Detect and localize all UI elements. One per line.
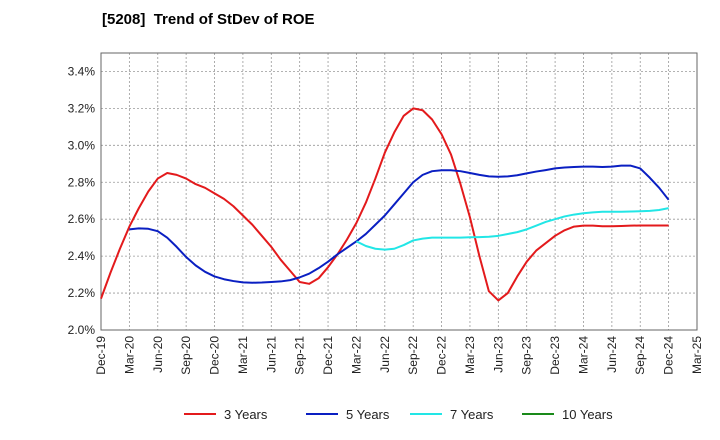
x-tick-label: Jun-22 (378, 336, 392, 373)
y-tick-label: 3.2% (68, 101, 96, 115)
x-tick-label: Mar-21 (236, 336, 250, 374)
x-tick-label: Dec-23 (548, 336, 562, 375)
x-tick-label: Dec-21 (321, 336, 335, 375)
x-tick-label: Dec-24 (662, 336, 676, 375)
x-tick-label: Dec-19 (94, 336, 108, 375)
x-tick-label: Jun-23 (491, 336, 505, 373)
x-tick-label: Mar-22 (349, 336, 363, 374)
x-tick-label: Jun-21 (264, 336, 278, 373)
x-tick-label: Sep-21 (293, 336, 307, 375)
x-tick-label: Mar-24 (576, 336, 590, 374)
legend-label: 10 Years (562, 407, 613, 422)
series-layer (100, 107, 670, 302)
chart-title: [5208] Trend of StDev of ROE (102, 11, 315, 28)
legend-label: 7 Years (450, 407, 494, 422)
y-tick-label: 2.0% (68, 323, 96, 337)
x-tick-label: Dec-20 (208, 336, 222, 375)
series-line-5-years (129, 164, 670, 284)
legend: 3 Years 5 Years 7 Years 10 Years (184, 407, 613, 422)
legend-label: 3 Years (224, 407, 268, 422)
x-tick-label: Sep-23 (520, 336, 534, 375)
grid (100, 53, 698, 331)
y-tick-label: 3.0% (68, 138, 96, 152)
series-line-3-years (100, 107, 669, 302)
x-tick-label: Sep-24 (633, 336, 647, 375)
y-tick-label: 3.4% (68, 64, 96, 78)
x-tick-label: Mar-20 (122, 336, 136, 374)
y-tick-label: 2.8% (68, 175, 96, 189)
x-tick-label: Dec-22 (435, 336, 449, 375)
x-tick-label: Sep-20 (179, 336, 193, 375)
legend-label: 5 Years (346, 407, 390, 422)
plot-frame (100, 52, 698, 331)
x-tick-label: Jun-24 (605, 336, 619, 373)
series-line-7-years (355, 207, 669, 251)
x-tick-label: Sep-22 (406, 336, 420, 375)
y-axis: 2.0% 2.2% 2.4% 2.6% 2.8% 3.0% 3.2% 3.4% (68, 64, 96, 337)
x-tick-label: Mar-23 (463, 336, 477, 374)
x-tick-label: Jun-20 (151, 336, 165, 373)
x-axis: Dec-19 Mar-20 Jun-20 Sep-20 Dec-20 Mar-21 Jun-… (94, 336, 704, 375)
y-tick-label: 2.2% (68, 286, 96, 300)
x-tick-label: Mar-25 (690, 336, 704, 374)
y-tick-label: 2.4% (68, 249, 96, 263)
y-tick-label: 2.6% (68, 212, 96, 226)
